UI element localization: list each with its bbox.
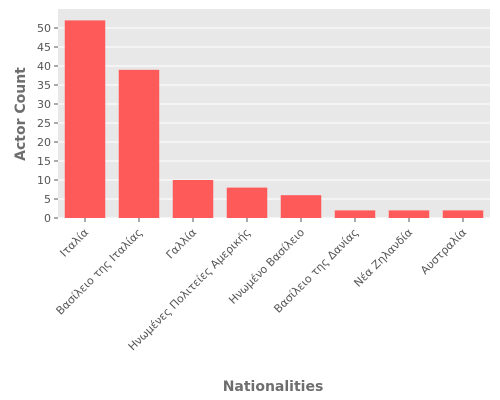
y-tick-label: 45 [37, 41, 51, 54]
y-tick-label: 20 [37, 136, 51, 149]
y-tick-label: 25 [37, 117, 51, 130]
y-tick-label: 15 [37, 155, 51, 168]
y-axis-ticks: 0 5 10 15 20 25 30 35 40 45 50 [37, 22, 58, 225]
bar [280, 195, 322, 218]
bar [388, 210, 430, 218]
y-axis-title: Actor Count [13, 67, 29, 161]
y-tick-label: 50 [37, 22, 51, 35]
y-tick-label: 10 [37, 174, 51, 187]
x-tick-label: Γαλλία [164, 226, 200, 262]
x-tick-label: Νέα Ζηλανδία [351, 226, 415, 290]
bar [64, 20, 106, 219]
bar [334, 210, 376, 218]
bar [226, 187, 268, 218]
bar [442, 210, 484, 218]
y-tick-label: 5 [44, 193, 51, 206]
x-tick-label: Αυστραλία [418, 226, 469, 277]
x-tick-label: Ιταλία [57, 226, 91, 260]
y-tick-label: 30 [37, 98, 51, 111]
bar [118, 69, 160, 218]
y-tick-label: 35 [37, 79, 51, 92]
bar [172, 180, 214, 218]
bars [64, 20, 484, 219]
y-tick-label: 0 [44, 212, 51, 225]
y-tick-label: 40 [37, 60, 51, 73]
x-axis-title: Nationalities [223, 379, 324, 395]
